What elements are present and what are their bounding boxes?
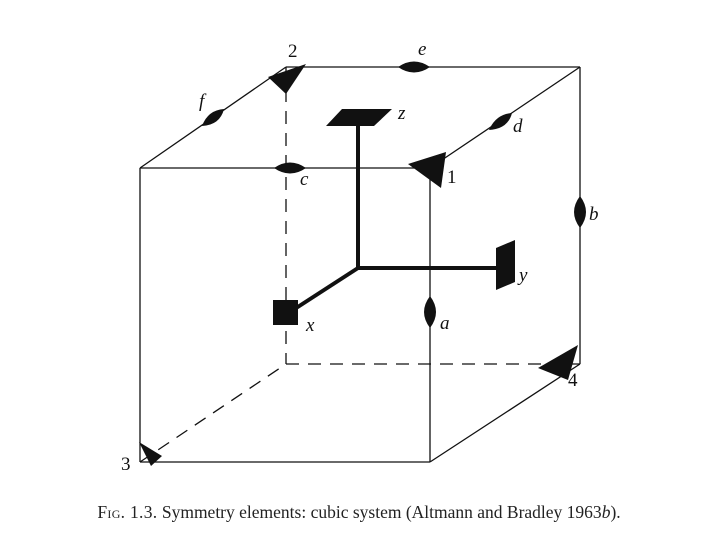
threefold-symbols bbox=[139, 64, 578, 466]
twofold-d-lens-icon bbox=[489, 113, 512, 130]
label-2: 2 bbox=[288, 41, 298, 62]
label-e: e bbox=[418, 39, 426, 60]
threefold-4-triangle-icon bbox=[538, 345, 578, 380]
caption-suffix: b bbox=[601, 502, 611, 522]
threefold-1-triangle-icon bbox=[408, 152, 446, 188]
label-4: 4 bbox=[568, 370, 578, 391]
twofold-a-lens-icon bbox=[424, 296, 436, 328]
twofold-b-lens-icon bbox=[574, 196, 586, 228]
fourfold-symbols bbox=[273, 109, 515, 325]
label-f: f bbox=[199, 91, 207, 112]
twofold-c-lens-icon bbox=[274, 162, 306, 174]
threefold-3-triangle-icon bbox=[139, 442, 162, 466]
threefold-2-triangle-icon bbox=[268, 64, 306, 94]
z-fourfold-square-icon bbox=[326, 109, 392, 126]
caption-end: ). bbox=[610, 502, 621, 522]
axes bbox=[288, 126, 496, 314]
x-fourfold-square-icon bbox=[273, 300, 298, 325]
diagram-labels: z y x a b c d e f 1 2 3 4 bbox=[121, 39, 599, 475]
label-1: 1 bbox=[447, 167, 457, 188]
label-y: y bbox=[517, 265, 528, 286]
label-3: 3 bbox=[121, 454, 131, 475]
twofold-symbols bbox=[202, 61, 586, 328]
label-c: c bbox=[300, 169, 309, 190]
bottom-left-hidden-edge bbox=[139, 363, 287, 463]
label-x: x bbox=[305, 315, 315, 336]
label-d: d bbox=[513, 116, 523, 137]
label-z: z bbox=[397, 103, 406, 124]
twofold-f-lens-icon bbox=[202, 109, 224, 126]
twofold-e-lens-icon bbox=[398, 61, 430, 73]
x-axis-line bbox=[288, 266, 360, 314]
caption-figure-label: Fig. 1.3. bbox=[97, 502, 158, 522]
label-a: a bbox=[440, 313, 450, 334]
y-fourfold-square-icon bbox=[496, 240, 515, 290]
caption-text: Symmetry elements: cubic system (Altmann… bbox=[157, 502, 602, 522]
figure-caption: Fig. 1.3. Symmetry elements: cubic syste… bbox=[0, 502, 718, 523]
label-b: b bbox=[589, 204, 599, 225]
bottom-right-edge bbox=[429, 363, 581, 463]
